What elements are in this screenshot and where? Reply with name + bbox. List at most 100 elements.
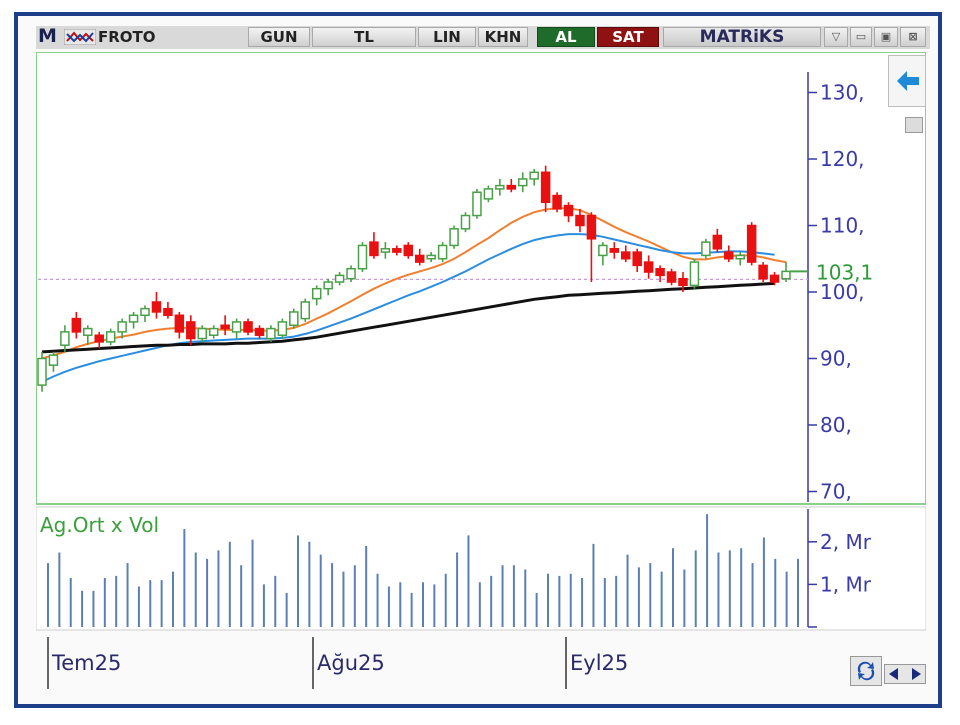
candle-up bbox=[300, 301, 311, 320]
candle-up bbox=[197, 327, 207, 340]
panel-toggle-icon[interactable] bbox=[905, 117, 923, 133]
dropdown-icon[interactable]: ▽ bbox=[824, 27, 848, 47]
candle-down bbox=[724, 251, 734, 260]
candle-down bbox=[643, 261, 654, 273]
candle-down bbox=[666, 271, 677, 283]
candle-down bbox=[563, 204, 574, 217]
moving-average-ma-short bbox=[41, 207, 787, 360]
candle-down bbox=[220, 324, 230, 330]
candle-up bbox=[781, 270, 791, 280]
candle-down bbox=[609, 248, 620, 253]
candle-up bbox=[37, 357, 47, 386]
close-icon[interactable]: ⊠ bbox=[900, 27, 926, 47]
candle-up bbox=[517, 178, 528, 187]
candle-up bbox=[311, 287, 322, 300]
candle-up bbox=[128, 314, 139, 323]
candle-down bbox=[632, 251, 642, 267]
candle-down bbox=[678, 277, 688, 287]
candle-up bbox=[83, 327, 93, 336]
candle-up bbox=[208, 327, 219, 336]
candle-down bbox=[243, 321, 253, 333]
brand-label: MATRiKS bbox=[663, 27, 821, 47]
candle-down bbox=[403, 244, 414, 257]
symbol-name[interactable]: FROTO bbox=[98, 28, 156, 46]
candle-down bbox=[186, 321, 196, 340]
back-arrow-button[interactable] bbox=[888, 55, 926, 107]
price-tick-label: 120, bbox=[820, 147, 865, 171]
price-tick-label: 90, bbox=[820, 347, 852, 371]
candle-down bbox=[552, 194, 562, 210]
candle-down bbox=[655, 267, 665, 277]
time-label-agu25: Ağu25 bbox=[317, 651, 385, 675]
buy-button[interactable]: AL bbox=[537, 27, 595, 47]
candle-up bbox=[289, 311, 299, 327]
candle-down bbox=[94, 334, 104, 343]
candle-down bbox=[369, 241, 379, 257]
candle-down bbox=[254, 327, 265, 336]
scroll-right-icon[interactable] bbox=[912, 668, 921, 680]
candle-down bbox=[712, 234, 723, 250]
refresh-icon bbox=[857, 661, 875, 681]
scale-button[interactable]: LIN bbox=[418, 27, 476, 47]
sell-button[interactable]: SAT bbox=[597, 27, 659, 47]
candle-down bbox=[174, 314, 185, 333]
candle-down bbox=[163, 307, 173, 317]
candle-up bbox=[460, 214, 471, 230]
candle-up bbox=[598, 244, 608, 257]
candle-down bbox=[769, 274, 780, 283]
volume-tick-label: 1, Mr bbox=[820, 572, 872, 596]
time-axis bbox=[36, 637, 926, 689]
candle-up bbox=[472, 191, 482, 217]
last-price-label: 103,1 bbox=[816, 260, 873, 284]
price-tick-label: 80, bbox=[820, 413, 852, 437]
refresh-button[interactable] bbox=[850, 656, 882, 686]
scroll-left-icon[interactable] bbox=[889, 668, 898, 680]
candle-down bbox=[586, 214, 597, 240]
maximize-icon[interactable]: ▣ bbox=[874, 27, 898, 47]
scroll-nav[interactable] bbox=[884, 664, 926, 684]
app-logo: M bbox=[38, 25, 57, 47]
arrow-left-icon bbox=[897, 71, 919, 91]
minimize-icon[interactable]: ▭ bbox=[850, 27, 872, 47]
candle-up bbox=[437, 244, 448, 260]
time-label-tem25: Tem25 bbox=[52, 651, 122, 675]
candle-up bbox=[334, 274, 345, 283]
candle-up bbox=[117, 321, 127, 333]
candle-up bbox=[495, 184, 505, 190]
time-divider bbox=[312, 637, 314, 689]
price-panel bbox=[36, 52, 926, 505]
price-tick-label: 110, bbox=[820, 214, 865, 238]
candle-up bbox=[735, 254, 745, 260]
candle-up bbox=[60, 331, 70, 346]
time-divider bbox=[47, 637, 49, 689]
chart-area[interactable]: 130, 120, 110, 100, 90, 80, 70, 103,1 2, Mr 1, Mr… bbox=[36, 52, 926, 637]
volume-legend: Ag.Ort x Vol bbox=[40, 513, 159, 537]
candle-up bbox=[48, 354, 59, 366]
candle-down bbox=[392, 248, 402, 253]
volume-panel bbox=[36, 506, 926, 631]
candle-up bbox=[449, 228, 459, 247]
symbol-chart-icon[interactable] bbox=[64, 29, 96, 45]
currency-button[interactable]: TL bbox=[312, 27, 416, 47]
candle-up bbox=[346, 267, 356, 280]
candle-down bbox=[621, 251, 631, 260]
candle-down bbox=[746, 224, 757, 263]
period-button[interactable]: GUN bbox=[248, 27, 310, 47]
candle-up bbox=[266, 327, 276, 340]
chart-mode-button[interactable]: KHN bbox=[478, 27, 528, 47]
candle-down bbox=[71, 317, 82, 333]
candle-up bbox=[105, 331, 116, 343]
candle-down bbox=[575, 214, 585, 227]
candle-down bbox=[414, 254, 425, 263]
candle-up bbox=[701, 241, 711, 257]
candle-up bbox=[529, 171, 539, 180]
candle-up bbox=[140, 307, 150, 317]
price-tick-label: 100, bbox=[820, 280, 865, 304]
price-tick-label: 130, bbox=[820, 81, 865, 105]
candle-down bbox=[506, 184, 517, 190]
candle-down bbox=[151, 301, 162, 313]
candle-up bbox=[357, 244, 368, 270]
candle-down bbox=[758, 264, 768, 280]
candle-up bbox=[277, 321, 288, 336]
candle-up bbox=[426, 254, 436, 260]
